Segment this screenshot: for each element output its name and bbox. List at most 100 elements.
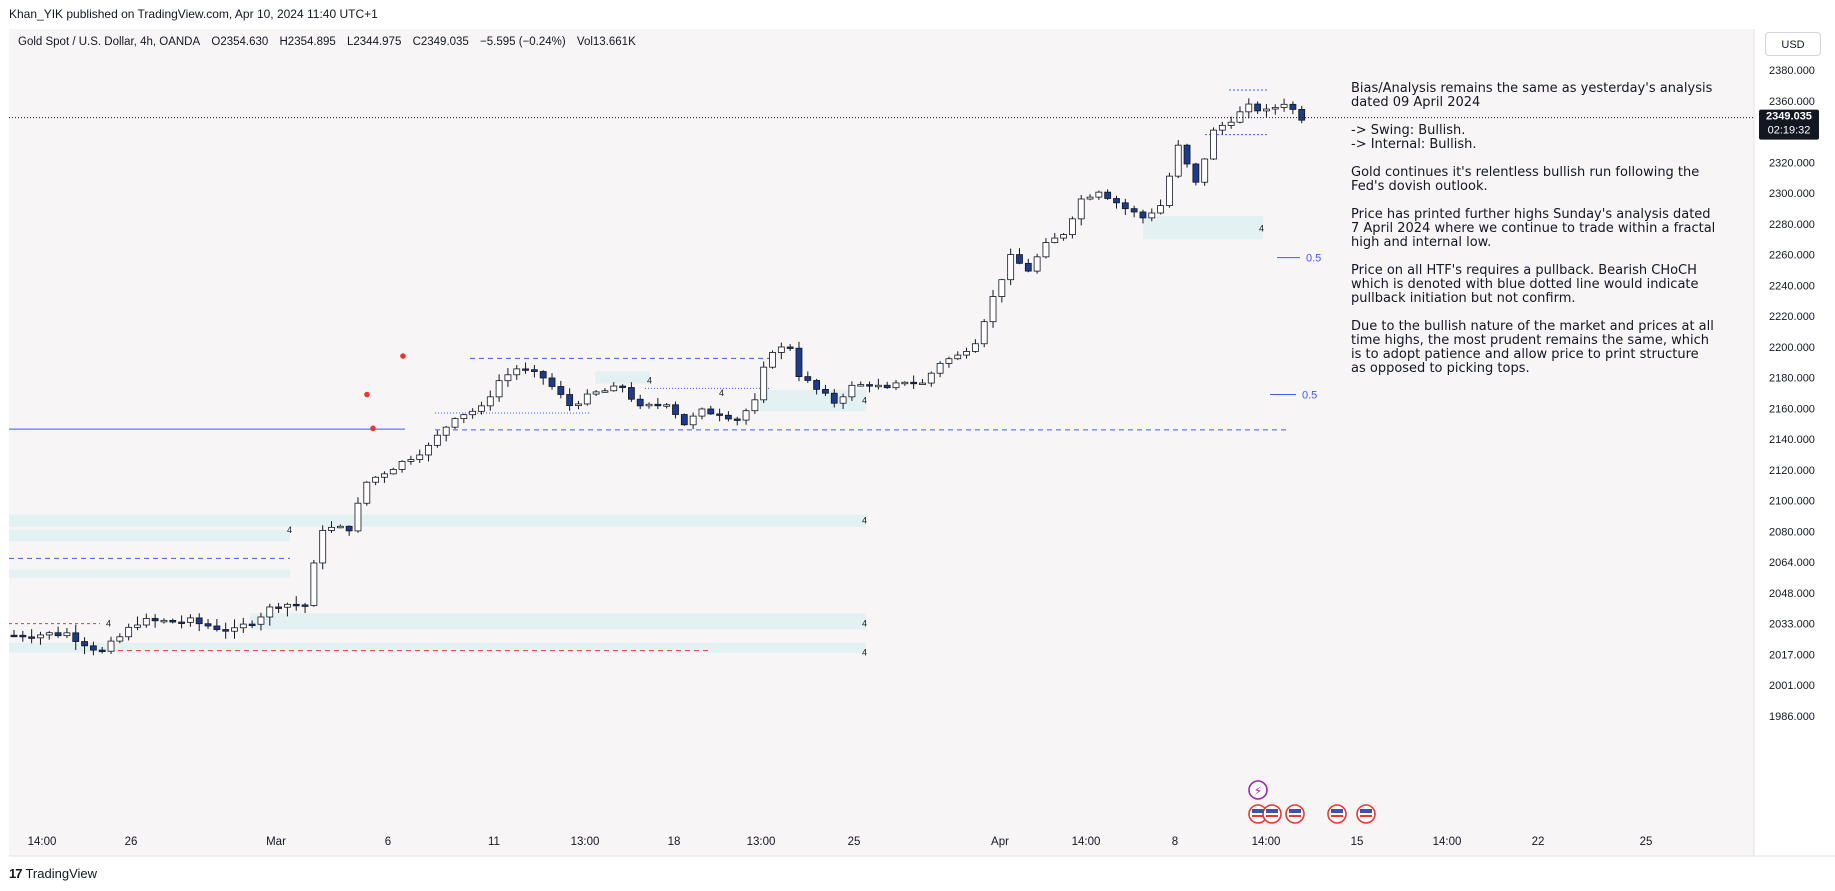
candle[interactable] bbox=[1227, 116, 1235, 129]
candle[interactable] bbox=[1280, 98, 1288, 112]
order-block-zone[interactable] bbox=[9, 529, 290, 542]
candle[interactable] bbox=[98, 646, 106, 654]
candle[interactable] bbox=[636, 394, 644, 410]
candle[interactable] bbox=[539, 370, 547, 385]
order-block-zone[interactable] bbox=[250, 613, 866, 630]
candle[interactable] bbox=[857, 381, 865, 387]
currency-button[interactable]: USD bbox=[1765, 32, 1821, 56]
order-block-zone[interactable] bbox=[595, 371, 650, 384]
candle[interactable] bbox=[72, 624, 80, 650]
candle[interactable] bbox=[89, 641, 97, 656]
event-lightning-icon[interactable] bbox=[1248, 780, 1268, 800]
event-us-flag-icon[interactable] bbox=[1356, 804, 1376, 824]
legend-symbol[interactable]: Gold Spot / U.S. Dollar, 4h, OANDA bbox=[18, 36, 201, 48]
candle[interactable] bbox=[284, 602, 291, 617]
candle[interactable] bbox=[583, 389, 591, 406]
candle[interactable] bbox=[381, 471, 388, 483]
candle[interactable] bbox=[830, 389, 838, 408]
candle[interactable] bbox=[804, 371, 812, 383]
candle[interactable] bbox=[989, 289, 997, 328]
candle[interactable] bbox=[354, 497, 362, 533]
candle[interactable] bbox=[592, 390, 600, 397]
candle[interactable] bbox=[1060, 233, 1067, 241]
candle[interactable] bbox=[628, 382, 635, 402]
candle[interactable] bbox=[1201, 158, 1209, 186]
candle[interactable] bbox=[239, 617, 247, 633]
candle[interactable] bbox=[689, 412, 697, 429]
candle[interactable] bbox=[866, 381, 873, 393]
candle[interactable] bbox=[336, 524, 344, 529]
candle[interactable] bbox=[204, 619, 212, 629]
candle[interactable] bbox=[892, 380, 900, 390]
economic-events[interactable]: ⚡ bbox=[1248, 780, 1376, 824]
candle[interactable] bbox=[1218, 121, 1226, 135]
candle[interactable] bbox=[963, 347, 970, 359]
candle[interactable] bbox=[195, 613, 203, 632]
candle[interactable] bbox=[954, 351, 962, 361]
candle[interactable] bbox=[663, 402, 671, 409]
candle[interactable] bbox=[742, 408, 750, 425]
candle[interactable] bbox=[698, 407, 706, 420]
candle[interactable] bbox=[1130, 205, 1138, 218]
candle[interactable] bbox=[222, 622, 230, 639]
candle[interactable] bbox=[1113, 195, 1120, 209]
candle[interactable] bbox=[310, 559, 318, 607]
candle[interactable] bbox=[134, 616, 141, 631]
candle[interactable] bbox=[883, 381, 891, 389]
candle[interactable] bbox=[813, 378, 821, 395]
candle[interactable] bbox=[186, 614, 194, 627]
order-block-zone[interactable] bbox=[9, 514, 866, 527]
candle[interactable] bbox=[486, 390, 494, 411]
candle[interactable] bbox=[372, 476, 380, 486]
candle[interactable] bbox=[1051, 232, 1059, 244]
candle[interactable] bbox=[654, 398, 662, 410]
candle[interactable] bbox=[822, 384, 829, 397]
candle[interactable] bbox=[1086, 194, 1094, 201]
candle[interactable] bbox=[1016, 248, 1023, 265]
candle[interactable] bbox=[116, 633, 124, 644]
candle[interactable] bbox=[760, 361, 768, 404]
candle[interactable] bbox=[363, 481, 371, 506]
candle[interactable] bbox=[680, 413, 688, 426]
candle[interactable] bbox=[248, 620, 256, 628]
chart-area[interactable] bbox=[9, 29, 1754, 856]
candle[interactable] bbox=[275, 602, 283, 614]
candle[interactable] bbox=[257, 612, 265, 631]
event-us-flag-icon[interactable] bbox=[1285, 804, 1305, 824]
candle[interactable] bbox=[769, 350, 776, 369]
candle[interactable] bbox=[389, 467, 397, 475]
candle[interactable] bbox=[795, 341, 803, 382]
candle[interactable] bbox=[566, 388, 574, 411]
candle[interactable] bbox=[10, 629, 18, 638]
candle[interactable] bbox=[874, 378, 882, 390]
candle[interactable] bbox=[1192, 162, 1200, 186]
candle[interactable] bbox=[707, 405, 715, 415]
candle[interactable] bbox=[292, 596, 300, 611]
candle[interactable] bbox=[328, 521, 335, 533]
candle[interactable] bbox=[469, 408, 477, 419]
candle[interactable] bbox=[936, 361, 944, 378]
candle[interactable] bbox=[37, 631, 44, 645]
candle[interactable] bbox=[478, 401, 485, 415]
candle[interactable] bbox=[919, 378, 926, 385]
candle[interactable] bbox=[971, 339, 979, 353]
candle[interactable] bbox=[645, 402, 653, 409]
candle[interactable] bbox=[1069, 216, 1076, 239]
candle[interactable] bbox=[495, 374, 503, 402]
candle[interactable] bbox=[1236, 106, 1244, 124]
candle[interactable] bbox=[125, 623, 133, 641]
candle[interactable] bbox=[319, 525, 327, 570]
event-us-flag-icon[interactable] bbox=[1327, 804, 1347, 824]
candle[interactable] bbox=[433, 430, 441, 448]
candle[interactable] bbox=[1210, 127, 1217, 160]
candle[interactable] bbox=[160, 618, 168, 624]
candle[interactable] bbox=[927, 371, 935, 387]
candle[interactable] bbox=[213, 619, 221, 632]
candle[interactable] bbox=[530, 365, 538, 378]
candle[interactable] bbox=[1121, 198, 1129, 215]
candle[interactable] bbox=[19, 630, 27, 642]
candle[interactable] bbox=[1254, 101, 1262, 115]
candle[interactable] bbox=[1148, 208, 1156, 222]
candle[interactable] bbox=[610, 382, 618, 392]
